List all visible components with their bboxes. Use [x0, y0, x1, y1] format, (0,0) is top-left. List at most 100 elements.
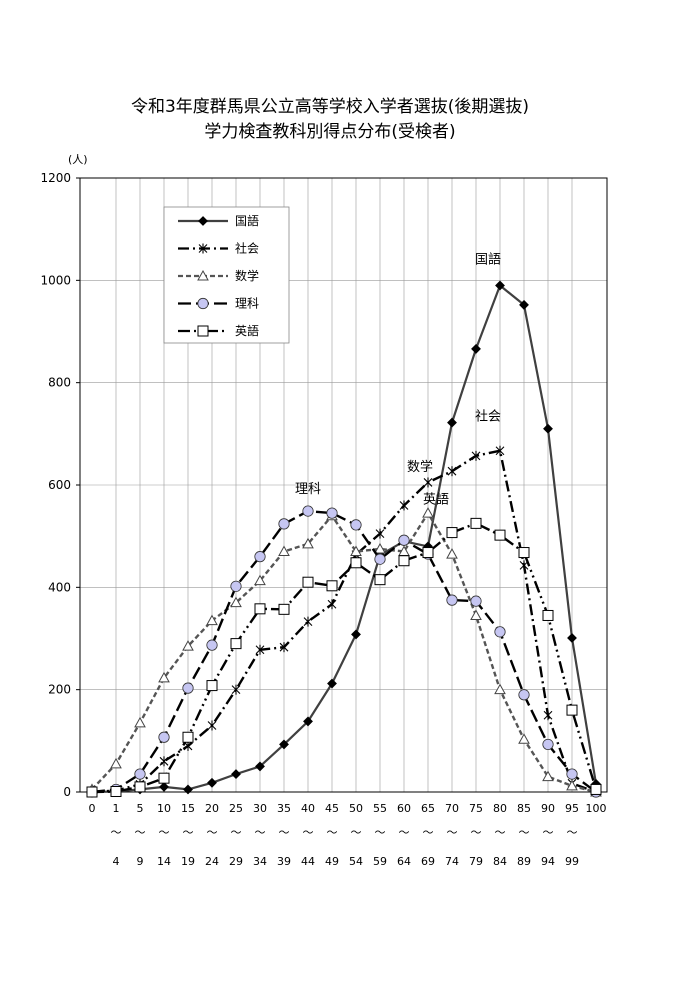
x-tick-label: 5	[137, 802, 144, 815]
series-lines	[86, 280, 602, 798]
data-point	[470, 609, 482, 620]
data-point	[494, 626, 506, 638]
x-tick-label-end: 59	[373, 855, 387, 868]
data-point	[350, 557, 362, 569]
data-point	[254, 574, 266, 586]
data-point	[495, 445, 505, 456]
x-tick-label: 35	[277, 802, 291, 815]
data-point	[374, 553, 386, 565]
data-point	[159, 781, 169, 792]
series-group	[87, 445, 601, 797]
data-point	[230, 596, 242, 608]
data-point	[134, 781, 146, 793]
x-tick-label: 60	[397, 802, 411, 815]
data-point	[374, 542, 386, 554]
data-point	[350, 545, 362, 557]
x-tick-label: 25	[229, 802, 243, 815]
data-point	[423, 477, 433, 488]
x-tick-label: 20	[205, 802, 219, 815]
data-point	[542, 609, 554, 621]
x-tick-range-mark: ～	[207, 826, 218, 839]
data-point	[374, 574, 386, 586]
x-tick-range-mark: ～	[279, 826, 290, 839]
x-tick-label-end: 39	[277, 855, 291, 868]
x-tick-range-mark: ～	[327, 826, 338, 839]
data-point	[326, 507, 338, 519]
data-point	[351, 629, 361, 640]
data-point	[566, 779, 578, 791]
chart-subtitle: 学力検査教科別得点分布(受検者)	[204, 122, 455, 142]
series-line	[91, 509, 597, 794]
series-annotation: 社会	[475, 409, 501, 425]
series-line	[91, 511, 597, 794]
data-point	[206, 614, 218, 626]
data-point	[375, 528, 385, 539]
data-point	[255, 644, 265, 655]
data-point	[183, 784, 193, 795]
x-tick-range-mark: ～	[447, 826, 458, 839]
y-tick-label: 400	[48, 580, 71, 594]
x-tick-label-end: 9	[137, 855, 144, 868]
data-point	[518, 547, 530, 559]
x-axis-ticks: 0 1～45～910～1415～1920～2425～2930～3435～3940～…	[89, 802, 607, 868]
data-point	[471, 343, 481, 354]
data-point	[302, 576, 314, 588]
data-point	[495, 280, 505, 291]
data-point	[327, 599, 337, 610]
data-point	[110, 785, 122, 797]
data-point	[158, 671, 170, 683]
x-tick-label-end: 19	[181, 855, 195, 868]
data-point	[422, 547, 434, 559]
x-tick-label: 40	[301, 802, 315, 815]
data-point	[303, 616, 313, 627]
x-tick-label-end: 79	[469, 855, 483, 868]
data-point	[447, 417, 457, 428]
x-tick-label: 65	[421, 802, 435, 815]
data-point	[279, 739, 289, 750]
x-tick-label-end: 14	[157, 855, 171, 868]
data-point	[518, 689, 530, 701]
x-tick-range-mark: ～	[159, 826, 170, 839]
x-tick-label-end: 69	[421, 855, 435, 868]
data-point	[518, 733, 530, 744]
x-tick-range-mark: ～	[519, 826, 530, 839]
data-point	[230, 638, 242, 650]
x-tick-range-mark: ～	[255, 826, 266, 839]
x-tick-label: 85	[517, 802, 531, 815]
data-point	[543, 710, 553, 721]
data-point	[398, 534, 410, 546]
data-point	[207, 777, 217, 788]
data-point	[182, 640, 194, 651]
series-group	[86, 517, 602, 798]
y-axis-ticks: 0 200 400 600 800 1000 1200	[40, 171, 80, 799]
series-annotation: 理科	[295, 482, 321, 497]
data-point	[447, 466, 457, 477]
x-tick-label-end: 34	[253, 855, 267, 868]
data-point	[446, 527, 458, 539]
y-tick-label: 1000	[40, 273, 71, 287]
data-point	[206, 639, 218, 651]
legend-label: 理科	[235, 297, 259, 311]
x-tick-range-mark: ～	[183, 826, 194, 839]
data-point	[422, 507, 434, 518]
data-point	[302, 505, 314, 517]
data-point	[134, 768, 146, 780]
data-point	[446, 548, 458, 559]
legend-marker	[198, 216, 208, 226]
x-tick-label-end: 64	[397, 855, 411, 868]
data-point	[566, 768, 578, 780]
x-tick-label-end: 99	[565, 855, 579, 868]
data-point	[254, 603, 266, 615]
x-tick-range-mark: ～	[375, 826, 386, 839]
x-tick-label-end: 44	[301, 855, 315, 868]
data-point	[207, 720, 217, 731]
data-point	[350, 519, 362, 531]
x-tick-label: 55	[373, 802, 387, 815]
x-tick-label-end: 4	[113, 855, 120, 868]
x-tick-range-mark: ～	[303, 826, 314, 839]
data-point	[302, 537, 314, 549]
data-point	[278, 518, 290, 530]
data-point	[182, 682, 194, 694]
series-line	[91, 284, 598, 794]
